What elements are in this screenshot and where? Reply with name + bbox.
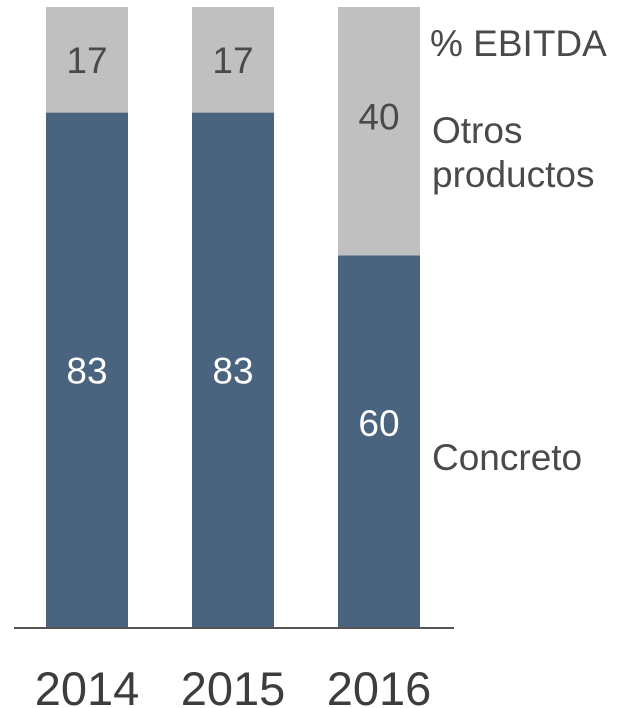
data-label-2015-concreto: 83	[212, 350, 253, 391]
data-label-2015-otros-productos: 17	[212, 40, 253, 81]
legend-header-ebitda: % EBITDA	[430, 23, 607, 64]
data-label-2016-concreto: 60	[358, 403, 399, 444]
legend-item-otros-productos: Otros productos	[432, 110, 595, 195]
data-label-2014-otros-productos: 17	[66, 40, 107, 81]
bar-2016-concreto	[338, 255, 420, 628]
data-label-2016-otros-productos: 40	[358, 96, 399, 137]
bars-layer	[46, 7, 420, 628]
value-labels-layer: 83 17 83 17 60 40	[66, 40, 399, 444]
data-label-2014-concreto: 83	[66, 350, 107, 391]
x-tick-2016: 2016	[327, 662, 432, 708]
bar-2016-otros-productos	[338, 7, 420, 256]
bar-2014-concreto	[46, 112, 128, 628]
bar-2015-concreto	[192, 112, 274, 628]
x-tick-labels: 2014 2015 2016	[35, 662, 432, 708]
legend-item-concreto: Concreto	[432, 437, 582, 478]
x-tick-2014: 2014	[35, 662, 140, 708]
legend: Concreto Otros productos	[432, 110, 595, 478]
x-tick-2015: 2015	[181, 662, 286, 708]
bar-2014-otros-productos	[46, 7, 128, 113]
bar-2015-otros-productos	[192, 7, 274, 113]
